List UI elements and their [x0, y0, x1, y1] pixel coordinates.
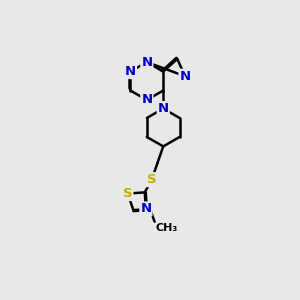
Text: CH₃: CH₃ [156, 223, 178, 233]
Text: N: N [179, 70, 191, 83]
Text: N: N [141, 56, 152, 69]
Text: N: N [140, 202, 152, 215]
Text: S: S [147, 173, 157, 186]
Text: N: N [158, 102, 169, 115]
Text: S: S [123, 187, 132, 200]
Text: N: N [141, 94, 152, 106]
Text: N: N [125, 65, 136, 78]
